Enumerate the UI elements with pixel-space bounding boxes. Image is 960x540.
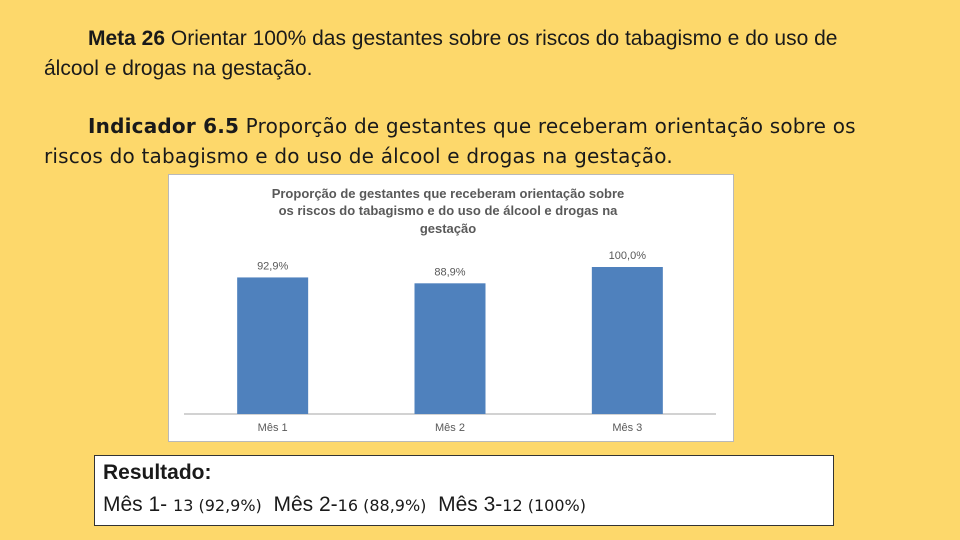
meta-paragraph: Meta 26 Orientar 100% das gestantes sobr… — [44, 24, 884, 84]
bar-2 — [414, 283, 486, 414]
bar-3 — [591, 267, 663, 414]
chart-svg: Proporção de gestantes que receberam ori… — [184, 186, 716, 434]
resultado-line: Mês 1- 13 (92,9%) Mês 2-16 (88,9%) Mês 3… — [103, 488, 825, 523]
data-label-3: 100,0% — [609, 250, 647, 262]
meta-label: Meta 26 — [88, 27, 166, 50]
resultado-mes-2-value: 16 (88,9%) — [337, 496, 427, 515]
chart-title-line-3: gestação — [420, 221, 476, 236]
resultado-mes-2: Mês 2- — [261, 493, 338, 516]
resultado-mes-1: Mês 1- — [103, 493, 174, 516]
resultado-mes-3-value: 12 (100%) — [502, 496, 586, 515]
resultado-mes-1-value: 13 (92,9%) — [173, 496, 262, 515]
bar-chart: Proporção de gestantes que receberam ori… — [168, 174, 734, 442]
data-label-2: 88,9% — [434, 266, 465, 278]
chart-title-line-1: Proporção de gestantes que receberam ori… — [272, 186, 625, 201]
x-tick-label-1: Mês 1 — [258, 422, 288, 434]
meta-text: Orientar 100% das gestantes sobre os ris… — [44, 27, 838, 80]
chart-title-line-2: os riscos do tabagismo e do uso de álcoo… — [279, 203, 619, 218]
bar-1 — [237, 277, 309, 414]
resultado-title: Resultado: — [103, 461, 212, 484]
data-label-1: 92,9% — [257, 260, 288, 272]
resultado-mes-3: Mês 3- — [426, 493, 503, 516]
x-tick-label-3: Mês 3 — [612, 422, 642, 434]
resultado-box: Resultado: Mês 1- 13 (92,9%) Mês 2-16 (8… — [94, 455, 834, 526]
indicador-text: Proporção de gestantes que receberam ori… — [44, 114, 856, 168]
indicador-paragraph: Indicador 6.5 Proporção de gestantes que… — [44, 111, 884, 171]
indicador-label: Indicador 6.5 — [88, 114, 240, 138]
x-tick-label-2: Mês 2 — [435, 422, 465, 434]
